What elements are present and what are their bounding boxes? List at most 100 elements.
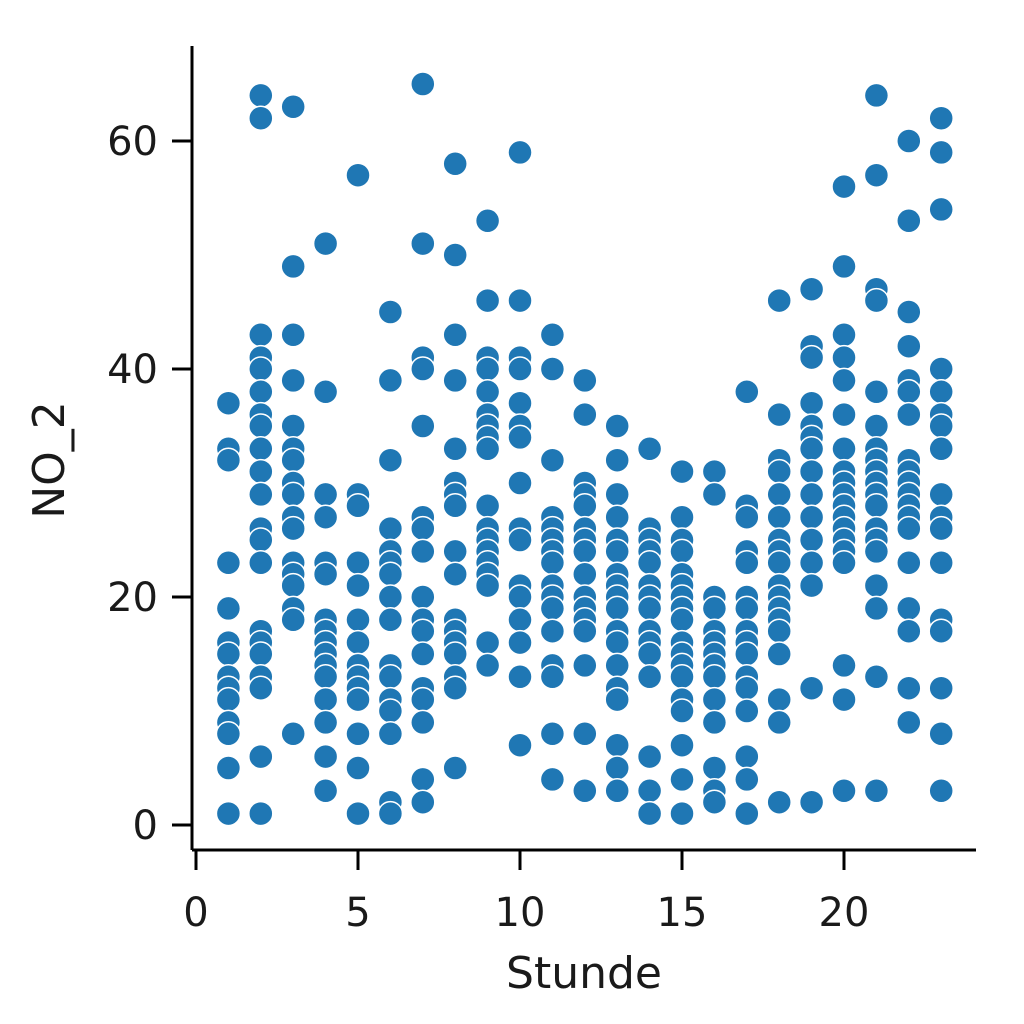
data-point: [572, 493, 598, 519]
data-point: [539, 550, 566, 576]
data-point: [410, 709, 436, 736]
data-point: [766, 287, 792, 314]
data-point: [831, 253, 857, 280]
data-point: [539, 721, 566, 747]
data-point: [669, 800, 695, 827]
data-point: [896, 208, 922, 234]
data-point: [896, 379, 922, 405]
data-point: [896, 618, 922, 644]
data-point: [442, 436, 468, 462]
data-point: [604, 686, 630, 713]
data-point: [669, 766, 695, 793]
x-tick-label: 15: [657, 890, 708, 936]
data-point: [474, 572, 501, 599]
data-point: [410, 789, 436, 815]
data-point: [896, 595, 922, 622]
data-point: [377, 447, 404, 473]
data-point: [280, 94, 306, 120]
data-point: [863, 778, 890, 804]
data-point: [377, 664, 404, 690]
data-point: [442, 151, 468, 177]
data-point: [636, 595, 663, 622]
data-point: [248, 82, 274, 109]
data-point: [766, 401, 792, 428]
data-point: [410, 584, 436, 610]
data-point: [248, 436, 274, 462]
data-point: [863, 82, 890, 109]
data-point: [734, 504, 760, 530]
data-point: [896, 675, 922, 701]
data-point: [928, 618, 954, 644]
data-point: [215, 721, 242, 747]
data-point: [442, 367, 468, 394]
data-point: [669, 458, 695, 485]
data-point: [604, 629, 630, 656]
data-point: [345, 550, 371, 576]
data-point: [604, 413, 630, 439]
data-point: [507, 584, 533, 610]
data-point: [442, 755, 468, 781]
data-point: [928, 481, 954, 508]
data-point: [896, 709, 922, 736]
data-point: [669, 664, 695, 690]
data-point: [410, 515, 436, 542]
data-point: [312, 664, 339, 690]
data-point: [280, 607, 306, 633]
data-point: [215, 447, 242, 473]
data-point: [572, 561, 598, 587]
data-point: [539, 356, 566, 382]
data-point: [604, 595, 630, 622]
data-point: [572, 721, 598, 747]
data-point: [669, 538, 695, 565]
data-point: [410, 230, 436, 257]
data-point: [215, 641, 242, 667]
data-point: [507, 390, 533, 416]
data-point: [701, 595, 728, 622]
data-point: [928, 105, 954, 131]
data-point: [377, 515, 404, 542]
data-point: [507, 424, 533, 451]
data-point: [539, 595, 566, 622]
x-tick-label: 0: [183, 890, 208, 936]
data-point: [798, 436, 825, 462]
data-point: [539, 618, 566, 644]
data-point: [863, 493, 890, 519]
data-point: [377, 607, 404, 633]
data-point: [604, 778, 630, 804]
data-point: [831, 401, 857, 428]
data-point: [442, 322, 468, 348]
data-point: [442, 242, 468, 268]
data-point: [507, 629, 533, 656]
data-point: [507, 287, 533, 314]
data-point: [604, 755, 630, 781]
data-point: [215, 755, 242, 781]
data-point: [248, 379, 274, 405]
data-point: [734, 550, 760, 576]
data-point: [248, 743, 274, 770]
data-point: [766, 504, 792, 530]
data-point: [507, 356, 533, 382]
data-point: [831, 322, 857, 348]
data-point: [474, 287, 501, 314]
data-point: [248, 105, 274, 131]
y-axis-label: NO_2: [24, 401, 75, 519]
data-point: [215, 595, 242, 622]
data-point: [831, 436, 857, 462]
data-point: [280, 481, 306, 508]
data-point: [701, 709, 728, 736]
data-point: [312, 230, 339, 257]
data-point: [701, 755, 728, 781]
data-point: [377, 721, 404, 747]
data-point: [928, 379, 954, 405]
data-point: [636, 436, 663, 462]
data-point: [831, 550, 857, 576]
data-point: [636, 743, 663, 770]
data-point: [377, 299, 404, 325]
data-point: [701, 789, 728, 815]
data-point: [215, 390, 242, 416]
data-point: [377, 800, 404, 827]
data-point: [766, 789, 792, 815]
data-point: [345, 493, 371, 519]
data-point: [248, 641, 274, 667]
